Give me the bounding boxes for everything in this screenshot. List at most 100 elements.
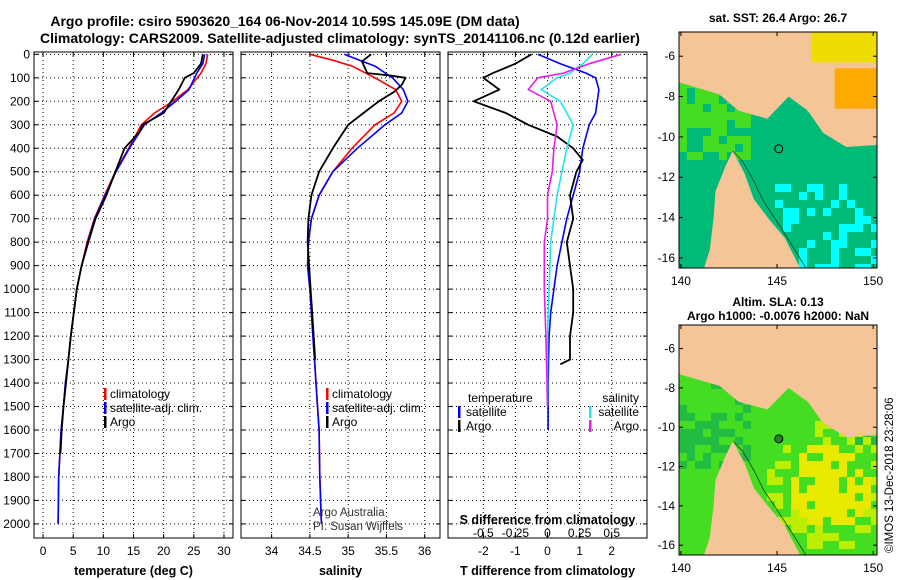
heatmap-cell bbox=[711, 136, 719, 144]
heatmap-cell bbox=[703, 461, 711, 469]
x2-tick-label: 0 bbox=[544, 526, 551, 540]
legend-label: Argo bbox=[614, 419, 640, 433]
map-content bbox=[679, 325, 877, 555]
y-tick-label: 100 bbox=[10, 71, 30, 85]
heatmap-cell bbox=[839, 469, 847, 477]
legend-swatch bbox=[458, 420, 461, 432]
heatmap-cell bbox=[863, 216, 871, 224]
heatmap-cell bbox=[823, 264, 831, 268]
x-tick-label: 10 bbox=[97, 544, 111, 558]
y-tick-label: 1700 bbox=[3, 446, 30, 460]
map-frame bbox=[678, 324, 878, 556]
heatmap-cell bbox=[855, 208, 863, 216]
figure-title-line2: Climatology: CARS2009. Satellite-adjuste… bbox=[40, 30, 640, 46]
heatmap-cell bbox=[831, 248, 839, 256]
heatmap-cell bbox=[823, 461, 831, 469]
y-tick-label: 200 bbox=[10, 94, 30, 108]
heatmap-cell bbox=[847, 517, 855, 525]
heatmap-cell bbox=[847, 501, 855, 509]
legend-swatch bbox=[589, 406, 592, 418]
legend-swatch bbox=[326, 388, 329, 400]
x-tick-label: 15 bbox=[127, 544, 141, 558]
heatmap-cell bbox=[679, 96, 687, 104]
heatmap-cell bbox=[839, 240, 847, 248]
heatmap-cell bbox=[823, 208, 831, 216]
heatmap-cell bbox=[839, 224, 847, 232]
legend-swatch bbox=[104, 388, 107, 400]
heatmap-cell bbox=[743, 112, 751, 120]
heatmap-cell bbox=[679, 461, 687, 469]
heatmap-cell bbox=[871, 256, 877, 264]
heatmap-cell bbox=[703, 144, 711, 152]
heatmap-cell bbox=[791, 216, 799, 224]
heatmap-cell bbox=[799, 493, 807, 501]
series-line-argo bbox=[59, 54, 204, 454]
heatmap-cell bbox=[823, 477, 831, 485]
heatmap-cell bbox=[695, 421, 703, 429]
heatmap-cell bbox=[863, 493, 871, 501]
heatmap-cell bbox=[783, 184, 791, 192]
heatmap-cell bbox=[871, 240, 877, 248]
heatmap-cell bbox=[839, 509, 847, 517]
legend-label: Argo bbox=[466, 419, 492, 433]
y-tick-label: 300 bbox=[10, 118, 30, 132]
heatmap-cell bbox=[687, 104, 695, 112]
heatmap-cell bbox=[735, 437, 743, 445]
y-tick-label: 1600 bbox=[3, 423, 30, 437]
heatmap-cell bbox=[791, 501, 799, 509]
heatmap-cell bbox=[855, 224, 863, 232]
legend-swatch bbox=[104, 402, 107, 414]
heatmap-cell bbox=[839, 493, 847, 501]
heatmap-cell bbox=[743, 120, 751, 128]
sea-area bbox=[679, 82, 877, 268]
series-line-t-argo bbox=[472, 53, 584, 366]
heatmap-cell bbox=[871, 461, 877, 469]
heatmap-cell bbox=[679, 136, 687, 144]
y-tick-label: 1000 bbox=[3, 282, 30, 296]
y-tick-label: 0 bbox=[23, 47, 30, 61]
y-tick-label: 800 bbox=[10, 235, 30, 249]
heatmap-cell bbox=[727, 144, 735, 152]
heatmap-cell bbox=[807, 517, 815, 525]
heatmap-cell bbox=[807, 493, 815, 501]
heatmap-cell bbox=[823, 232, 831, 240]
heatmap-cell bbox=[855, 248, 863, 256]
x-axis-label: salinity bbox=[319, 564, 362, 578]
heatmap-cell bbox=[743, 405, 751, 413]
y-tick-label: -6 bbox=[664, 49, 675, 63]
heatmap-cell bbox=[679, 144, 687, 152]
heatmap-cell bbox=[735, 413, 743, 421]
y-tick-label: 1900 bbox=[3, 493, 30, 507]
map-title: Altim. SLA: 0.13 bbox=[732, 295, 824, 309]
heatmap-cell bbox=[807, 533, 815, 541]
heatmap-cell bbox=[855, 264, 863, 268]
legend-swatch bbox=[458, 406, 461, 418]
heatmap-cell bbox=[871, 517, 877, 525]
y-tick-label: 1100 bbox=[4, 306, 30, 320]
heatmap-cell bbox=[831, 533, 839, 541]
x-tick-label: -2 bbox=[478, 544, 489, 558]
heatmap-cell bbox=[719, 429, 727, 437]
heatmap-cell bbox=[831, 477, 839, 485]
heatmap-cell bbox=[679, 112, 687, 120]
heatmap-cell bbox=[735, 112, 743, 120]
x-tick-label: 145 bbox=[767, 561, 787, 575]
heatmap-cell bbox=[703, 421, 711, 429]
x-tick-label: 30 bbox=[217, 544, 231, 558]
heatmap-cell bbox=[703, 437, 711, 445]
heatmap-cell bbox=[775, 461, 783, 469]
heatmap-cell bbox=[703, 120, 711, 128]
map-subtitle: Argo h1000: -0.0076 h2000: NaN bbox=[687, 309, 869, 323]
heatmap-cell bbox=[679, 413, 687, 421]
heatmap-cell bbox=[815, 509, 823, 517]
heatmap-cell bbox=[823, 437, 831, 445]
heatmap-cell bbox=[703, 453, 711, 461]
heatmap-cell bbox=[735, 120, 743, 128]
legend-swatch bbox=[326, 416, 329, 428]
heatmap-cell bbox=[863, 264, 871, 268]
x-tick-label: 0 bbox=[40, 544, 47, 558]
heatmap-cell bbox=[687, 112, 695, 120]
x-tick-label: 34 bbox=[265, 544, 279, 558]
y-tick-label: -14 bbox=[658, 499, 676, 513]
heatmap-cell bbox=[711, 421, 719, 429]
